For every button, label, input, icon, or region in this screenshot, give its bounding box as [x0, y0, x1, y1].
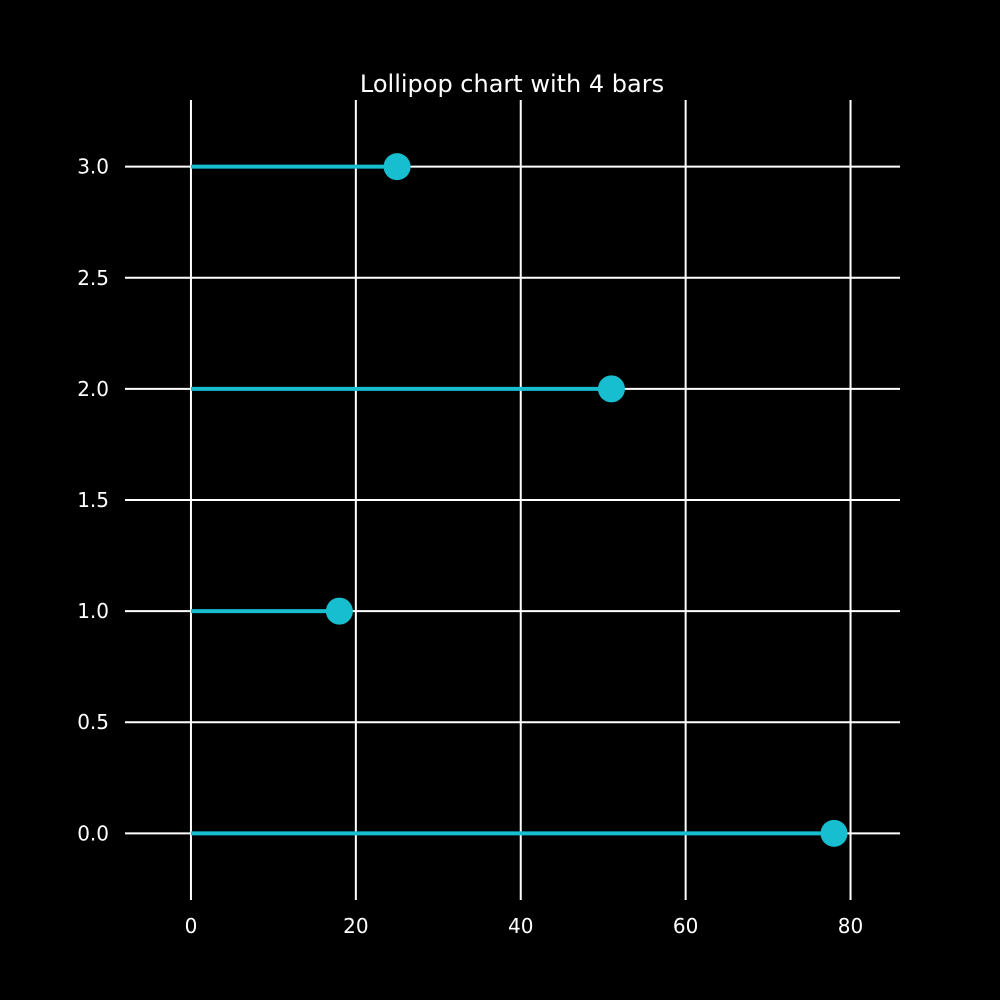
y-tick-label: 1.5 — [77, 488, 109, 512]
y-tick-label: 2.5 — [77, 266, 109, 290]
y-tick-label: 3.0 — [77, 155, 109, 179]
x-tick-label: 20 — [343, 914, 368, 938]
lollipop-marker — [325, 597, 353, 625]
x-tick-label: 0 — [185, 914, 198, 938]
y-tick-label: 0.5 — [77, 710, 109, 734]
x-tick-label: 40 — [508, 914, 533, 938]
lollipop-stems — [190, 164, 835, 836]
x-tick-label: 60 — [673, 914, 698, 938]
y-tick-label: 1.0 — [77, 599, 109, 623]
x-tick-label: 80 — [838, 914, 863, 938]
lollipop-markers — [325, 153, 848, 847]
tick-labels: 0 20 40 60 80 0.0 0.5 1.0 1.5 2.0 2.5 3.0 — [77, 155, 863, 938]
lollipop-marker — [820, 819, 848, 847]
lollipop-marker — [597, 375, 625, 403]
lollipop-marker — [383, 153, 411, 181]
y-tick-label: 2.0 — [77, 377, 109, 401]
y-tick-label: 0.0 — [77, 821, 109, 845]
grid-lines — [125, 100, 900, 900]
chart-title: Lollipop chart with 4 bars — [360, 70, 664, 98]
